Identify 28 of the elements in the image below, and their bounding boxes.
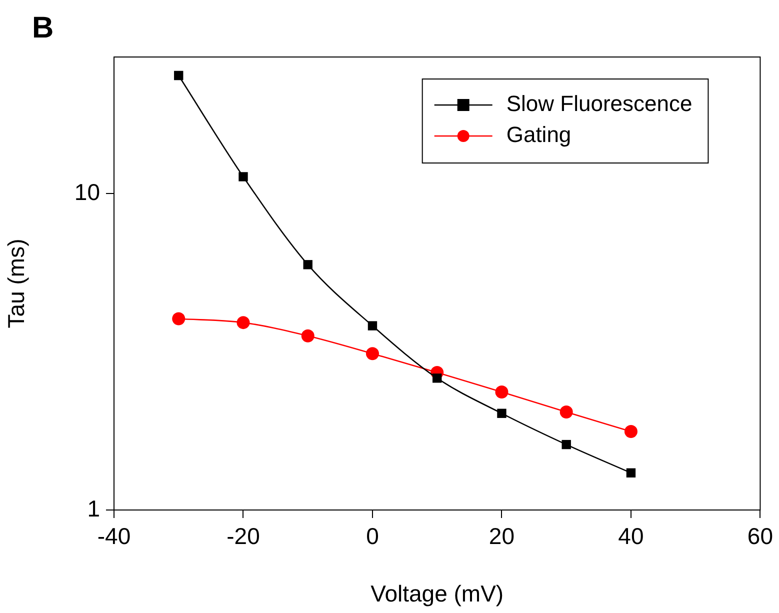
point bbox=[301, 329, 314, 342]
y-tick-label: 1 bbox=[87, 495, 100, 522]
point bbox=[368, 321, 378, 330]
legend-label: Gating bbox=[506, 122, 572, 148]
point bbox=[624, 425, 638, 438]
point bbox=[172, 312, 186, 326]
x-tick-label: 40 bbox=[618, 523, 644, 550]
x-tick-label: 60 bbox=[747, 523, 774, 550]
point bbox=[495, 385, 508, 398]
point bbox=[432, 374, 442, 383]
x-tick-label: -20 bbox=[226, 523, 260, 550]
point bbox=[626, 468, 636, 478]
point bbox=[303, 260, 312, 270]
y-axis-title: Tau (ms) bbox=[3, 238, 30, 328]
point bbox=[238, 172, 248, 182]
point bbox=[174, 70, 184, 80]
point bbox=[497, 408, 506, 418]
point bbox=[236, 316, 250, 330]
x-tick-label: 0 bbox=[366, 523, 379, 550]
point bbox=[366, 347, 379, 360]
x-axis-title: Voltage (mV) bbox=[370, 580, 504, 607]
point bbox=[562, 440, 571, 450]
x-tick-label: 20 bbox=[488, 523, 515, 550]
x-tick-label: -40 bbox=[97, 523, 131, 550]
y-tick-label: 10 bbox=[74, 178, 100, 205]
legend-label: Slow Fluorescence bbox=[506, 91, 692, 116]
text: B bbox=[32, 11, 54, 44]
point bbox=[560, 406, 573, 419]
